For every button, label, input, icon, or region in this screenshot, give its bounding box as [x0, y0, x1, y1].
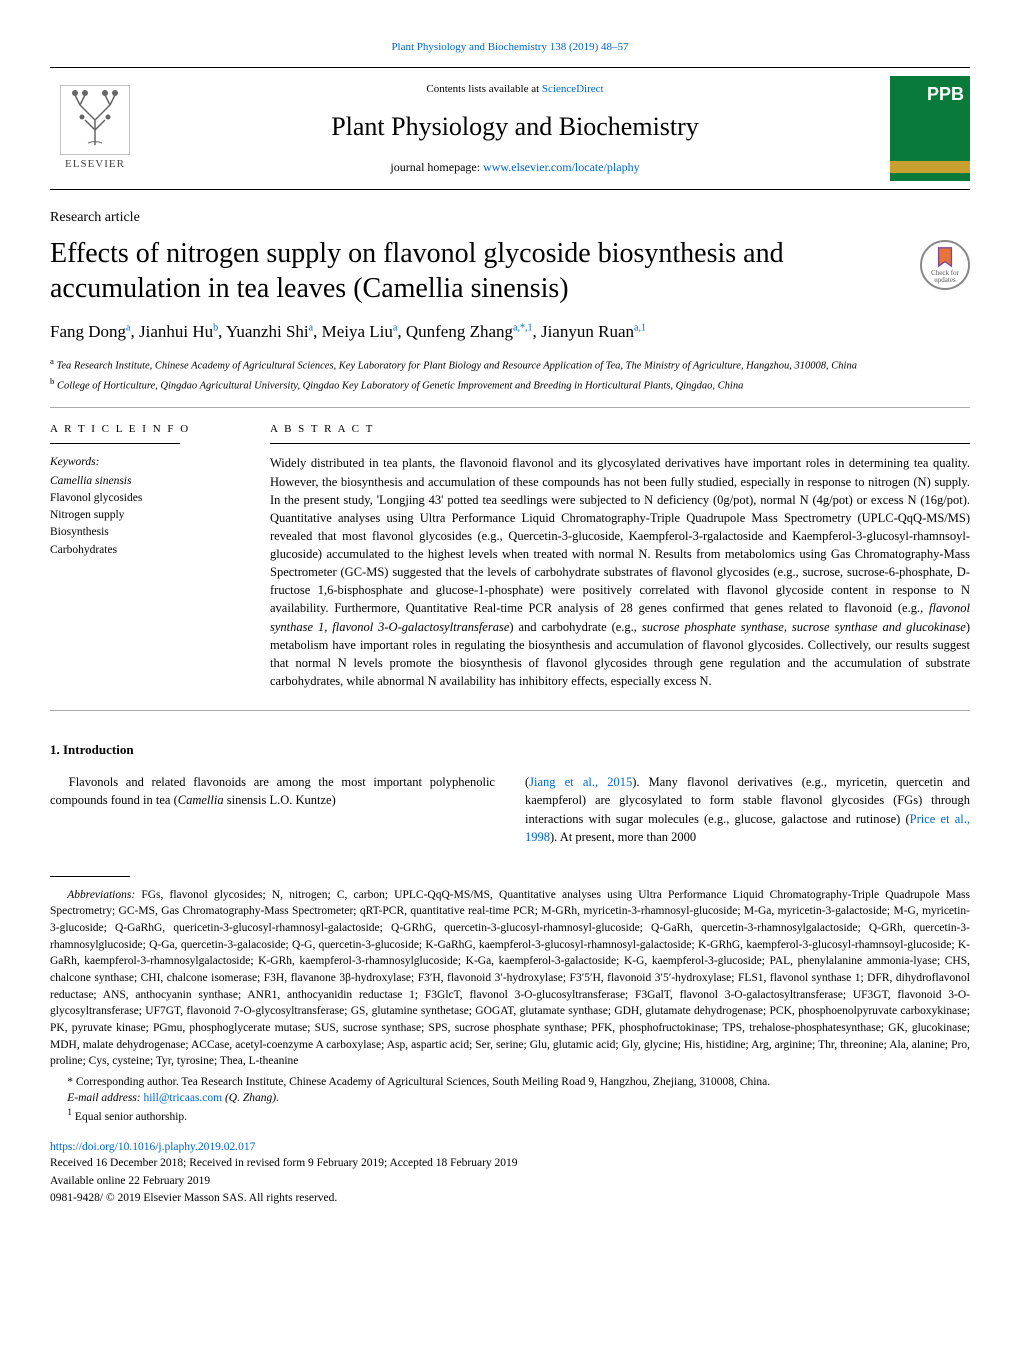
journal-cover: PPB — [890, 76, 970, 181]
homepage-line: journal homepage: www.elsevier.com/locat… — [140, 159, 890, 176]
abstract-text: Widely distributed in tea plants, the fl… — [270, 454, 970, 690]
bookmark-check-icon — [934, 246, 956, 268]
sciencedirect-link[interactable]: ScienceDirect — [542, 83, 604, 95]
keywords-label: Keywords: — [50, 454, 230, 470]
header-bottom-rule — [50, 189, 970, 190]
intro-heading: 1. Introduction — [50, 741, 970, 759]
senior-authorship: 1 Equal senior authorship. — [50, 1106, 970, 1125]
corresponding-author: * Corresponding author. Tea Research Ins… — [50, 1074, 970, 1090]
keyword: Nitrogen supply — [50, 507, 230, 524]
keyword: Camellia sinensis — [50, 473, 230, 490]
available-date: Available online 22 February 2019 — [50, 1173, 970, 1190]
article-type: Research article — [50, 208, 970, 228]
ref-link[interactable]: Price et al., 1998 — [525, 812, 970, 844]
cover-ppb-label: PPB — [927, 82, 964, 107]
doi-link[interactable]: https://doi.org/10.1016/j.plaphy.2019.02… — [50, 1141, 255, 1153]
check-updates-badge[interactable]: Check forupdates — [920, 240, 970, 290]
abstract-column: A B S T R A C T Widely distributed in te… — [270, 422, 970, 690]
intro-col-1: Flavonols and related flavonoids are amo… — [50, 773, 495, 846]
divider-1 — [50, 407, 970, 408]
copyright: 0981-9428/ © 2019 Elsevier Masson SAS. A… — [50, 1190, 970, 1207]
email-link[interactable]: hill@tricaas.com — [143, 1092, 222, 1104]
journal-name: Plant Physiology and Biochemistry — [140, 109, 890, 145]
contents-line: Contents lists available at ScienceDirec… — [140, 82, 890, 97]
affiliation-a: a Tea Research Institute, Chinese Academ… — [50, 356, 970, 373]
footnote-rule — [50, 876, 130, 877]
article-info-column: A R T I C L E I N F O Keywords: Camellia… — [50, 422, 230, 690]
elsevier-text: ELSEVIER — [65, 157, 125, 172]
authors: Fang Donga, Jianhui Hub, Yuanzhi Shia, M… — [50, 320, 970, 344]
received-dates: Received 16 December 2018; Received in r… — [50, 1155, 970, 1172]
homepage-link[interactable]: www.elsevier.com/locate/plaphy — [483, 160, 640, 174]
email-line: E-mail address: hill@tricaas.com (Q. Zha… — [50, 1090, 970, 1106]
affiliation-b: b College of Horticulture, Qingdao Agric… — [50, 376, 970, 393]
article-title: Effects of nitrogen supply on flavonol g… — [50, 236, 900, 306]
keyword: Biosynthesis — [50, 524, 230, 541]
doi: https://doi.org/10.1016/j.plaphy.2019.02… — [50, 1139, 970, 1155]
citation-header: Plant Physiology and Biochemistry 138 (2… — [50, 40, 970, 55]
intro-columns: Flavonols and related flavonoids are amo… — [50, 773, 970, 846]
ref-link[interactable]: Jiang et al., 2015 — [529, 775, 632, 789]
abstract-header: A B S T R A C T — [270, 422, 970, 437]
elsevier-logo: ELSEVIER — [50, 79, 140, 179]
keyword: Carbohydrates — [50, 542, 230, 559]
abbreviations: Abbreviations: FGs, flavonol glycosides;… — [50, 887, 970, 1070]
divider-2 — [50, 710, 970, 711]
keyword: Flavonol glycosides — [50, 490, 230, 507]
elsevier-tree-icon — [60, 85, 130, 155]
citation-link[interactable]: Plant Physiology and Biochemistry 138 (2… — [391, 41, 628, 53]
journal-header: ELSEVIER Contents lists available at Sci… — [50, 68, 970, 189]
article-info-header: A R T I C L E I N F O — [50, 422, 230, 437]
intro-col-2: (Jiang et al., 2015). Many flavonol deri… — [525, 773, 970, 846]
